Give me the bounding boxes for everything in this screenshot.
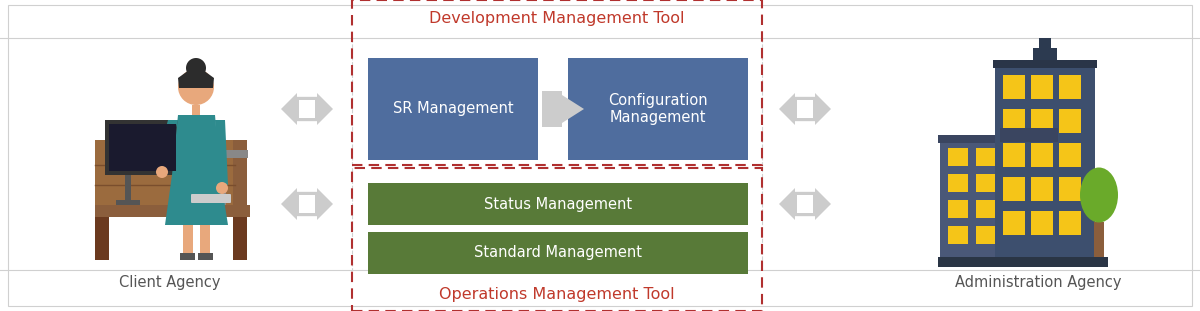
- Bar: [1031, 109, 1054, 133]
- Bar: [116, 200, 140, 205]
- Bar: [940, 140, 1008, 260]
- Bar: [994, 60, 1097, 68]
- Bar: [948, 148, 968, 166]
- Bar: [1003, 109, 1025, 133]
- Bar: [1060, 177, 1081, 201]
- Bar: [109, 124, 176, 171]
- Bar: [368, 232, 748, 274]
- Bar: [1003, 211, 1025, 235]
- Bar: [1033, 48, 1057, 68]
- Bar: [797, 196, 814, 212]
- Bar: [1031, 177, 1054, 201]
- Bar: [938, 257, 1108, 267]
- Bar: [299, 196, 314, 212]
- Polygon shape: [215, 120, 228, 185]
- Bar: [233, 205, 247, 260]
- Bar: [1060, 143, 1081, 167]
- Polygon shape: [281, 188, 334, 220]
- Bar: [948, 200, 968, 218]
- Bar: [95, 205, 250, 217]
- Text: Standard Management: Standard Management: [474, 245, 642, 261]
- Bar: [1094, 222, 1104, 260]
- Text: Status Management: Status Management: [484, 197, 632, 211]
- Bar: [1003, 75, 1025, 99]
- Bar: [368, 183, 748, 225]
- Bar: [976, 148, 996, 166]
- Bar: [352, 0, 762, 165]
- Bar: [200, 225, 210, 255]
- Bar: [995, 65, 1096, 260]
- Circle shape: [216, 182, 228, 194]
- Circle shape: [178, 69, 214, 105]
- Ellipse shape: [1080, 168, 1118, 222]
- Circle shape: [156, 166, 168, 178]
- Text: Development Management Tool: Development Management Tool: [430, 11, 685, 26]
- FancyBboxPatch shape: [191, 194, 230, 203]
- Bar: [1060, 109, 1081, 133]
- Text: Client Agency: Client Agency: [119, 276, 221, 290]
- Text: SR Management: SR Management: [392, 101, 514, 117]
- Polygon shape: [281, 93, 334, 125]
- Bar: [1000, 128, 1058, 142]
- Bar: [95, 205, 109, 260]
- Circle shape: [186, 58, 206, 78]
- Polygon shape: [155, 120, 178, 170]
- Bar: [125, 175, 131, 203]
- Bar: [948, 174, 968, 192]
- Polygon shape: [178, 65, 214, 88]
- Polygon shape: [542, 91, 584, 127]
- Bar: [948, 226, 968, 244]
- Bar: [182, 225, 193, 255]
- Bar: [233, 140, 247, 205]
- Bar: [1031, 211, 1054, 235]
- Bar: [938, 135, 1010, 143]
- Bar: [976, 174, 996, 192]
- Bar: [1031, 143, 1054, 167]
- Bar: [1060, 211, 1081, 235]
- Text: Configuration
Management: Configuration Management: [608, 93, 708, 125]
- Text: Operations Management Tool: Operations Management Tool: [439, 287, 674, 303]
- Bar: [568, 58, 748, 160]
- Bar: [1003, 143, 1025, 167]
- Bar: [1031, 75, 1054, 99]
- Bar: [198, 253, 214, 260]
- Polygon shape: [779, 188, 830, 220]
- Bar: [797, 100, 814, 118]
- Polygon shape: [172, 115, 220, 175]
- Bar: [368, 58, 538, 160]
- Bar: [106, 120, 180, 175]
- Bar: [976, 200, 996, 218]
- Bar: [95, 140, 235, 205]
- Polygon shape: [166, 175, 228, 225]
- Bar: [1060, 75, 1081, 99]
- Text: Administration Agency: Administration Agency: [955, 276, 1121, 290]
- Bar: [192, 105, 200, 115]
- Bar: [1003, 177, 1025, 201]
- Bar: [218, 150, 226, 210]
- Bar: [180, 253, 194, 260]
- Bar: [299, 100, 314, 118]
- Bar: [352, 168, 762, 311]
- Bar: [976, 226, 996, 244]
- Polygon shape: [779, 93, 830, 125]
- Bar: [218, 150, 248, 158]
- Bar: [1039, 38, 1051, 52]
